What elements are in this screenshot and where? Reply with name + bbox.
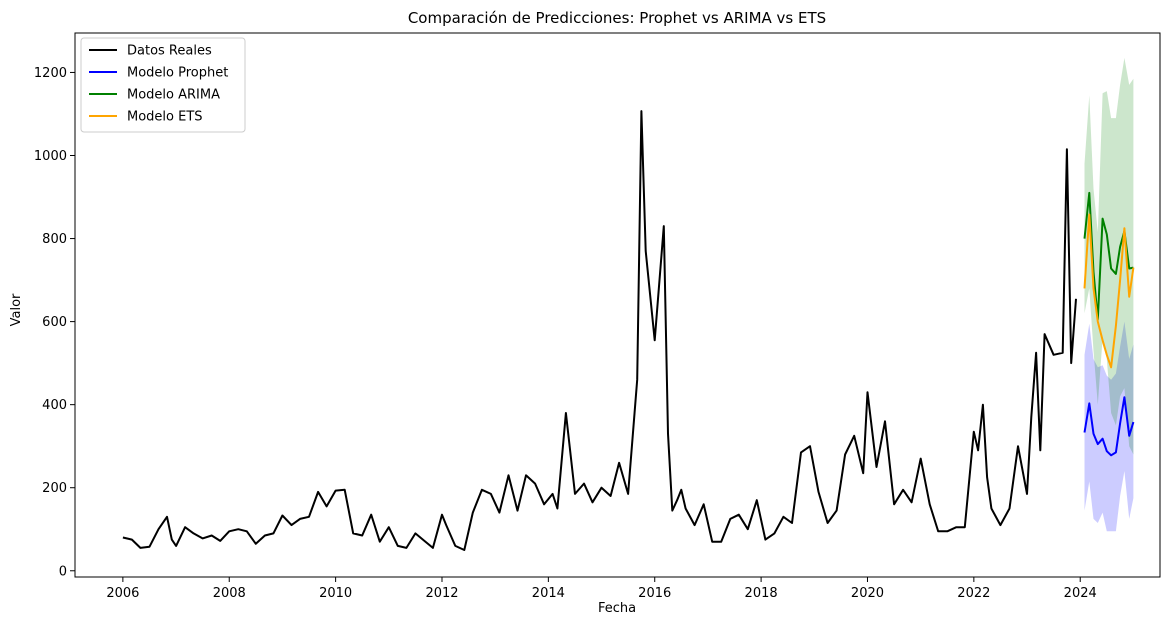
- y-axis-label: Valor: [9, 293, 24, 326]
- confidence-band-1: [1084, 321, 1134, 532]
- series-line-0: [122, 110, 1077, 551]
- x-tick-label: 2010: [319, 586, 352, 601]
- legend-label: Modelo ETS: [127, 110, 203, 125]
- series-line-3: [1083, 213, 1135, 369]
- confidence-bands: [1084, 57, 1134, 532]
- x-tick-label: 2012: [425, 586, 458, 601]
- chart-title: Comparación de Predicciones: Prophet vs …: [408, 9, 826, 27]
- y-tick-label: 200: [42, 481, 67, 496]
- x-tick-label: 2018: [745, 586, 778, 601]
- x-tick-label: 2020: [851, 586, 884, 601]
- y-tick-label: 0: [59, 564, 67, 579]
- y-tick-label: 600: [42, 315, 67, 330]
- series-line-1: [1083, 396, 1135, 457]
- series-lines: [122, 110, 1135, 551]
- legend: Datos Reales Modelo Prophet Modelo ARIMA Mo…: [80, 37, 246, 133]
- y-axis-ticks: 0 200 400 600 800 1000 1200: [34, 66, 75, 579]
- y-tick-label: 400: [42, 398, 67, 413]
- x-tick-label: 2014: [532, 586, 565, 601]
- x-tick-label: 2024: [1064, 586, 1097, 601]
- y-tick-label: 800: [42, 232, 67, 247]
- y-tick-label: 1200: [34, 66, 67, 81]
- x-tick-label: 2016: [638, 586, 671, 601]
- x-axis-label: Fecha: [598, 601, 636, 616]
- legend-label: Datos Reales: [127, 44, 212, 59]
- legend-label: Modelo Prophet: [127, 66, 228, 81]
- plot-frame: [74, 32, 1161, 578]
- x-axis-ticks: 2006 2008 2010 2012 2014 2016 2018 2020 2022 2024: [106, 577, 1097, 601]
- legend-box: [80, 37, 246, 133]
- x-tick-label: 2008: [213, 586, 246, 601]
- x-tick-label: 2022: [957, 586, 990, 601]
- legend-label: Modelo ARIMA: [127, 88, 220, 103]
- x-tick-label: 2006: [106, 586, 139, 601]
- y-tick-label: 1000: [34, 149, 67, 164]
